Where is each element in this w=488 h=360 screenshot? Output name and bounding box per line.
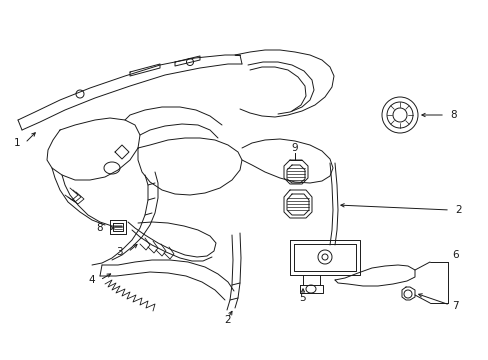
Text: 1: 1 [13, 138, 20, 148]
Text: 2: 2 [224, 315, 231, 325]
Text: 5: 5 [299, 293, 305, 303]
Text: 9: 9 [291, 143, 298, 153]
Text: 8: 8 [96, 223, 103, 233]
Text: 4: 4 [88, 275, 95, 285]
Text: 3: 3 [116, 247, 123, 257]
Text: 8: 8 [449, 110, 456, 120]
Text: 7: 7 [451, 301, 458, 311]
Text: 6: 6 [451, 250, 458, 260]
Text: 2: 2 [454, 205, 461, 215]
